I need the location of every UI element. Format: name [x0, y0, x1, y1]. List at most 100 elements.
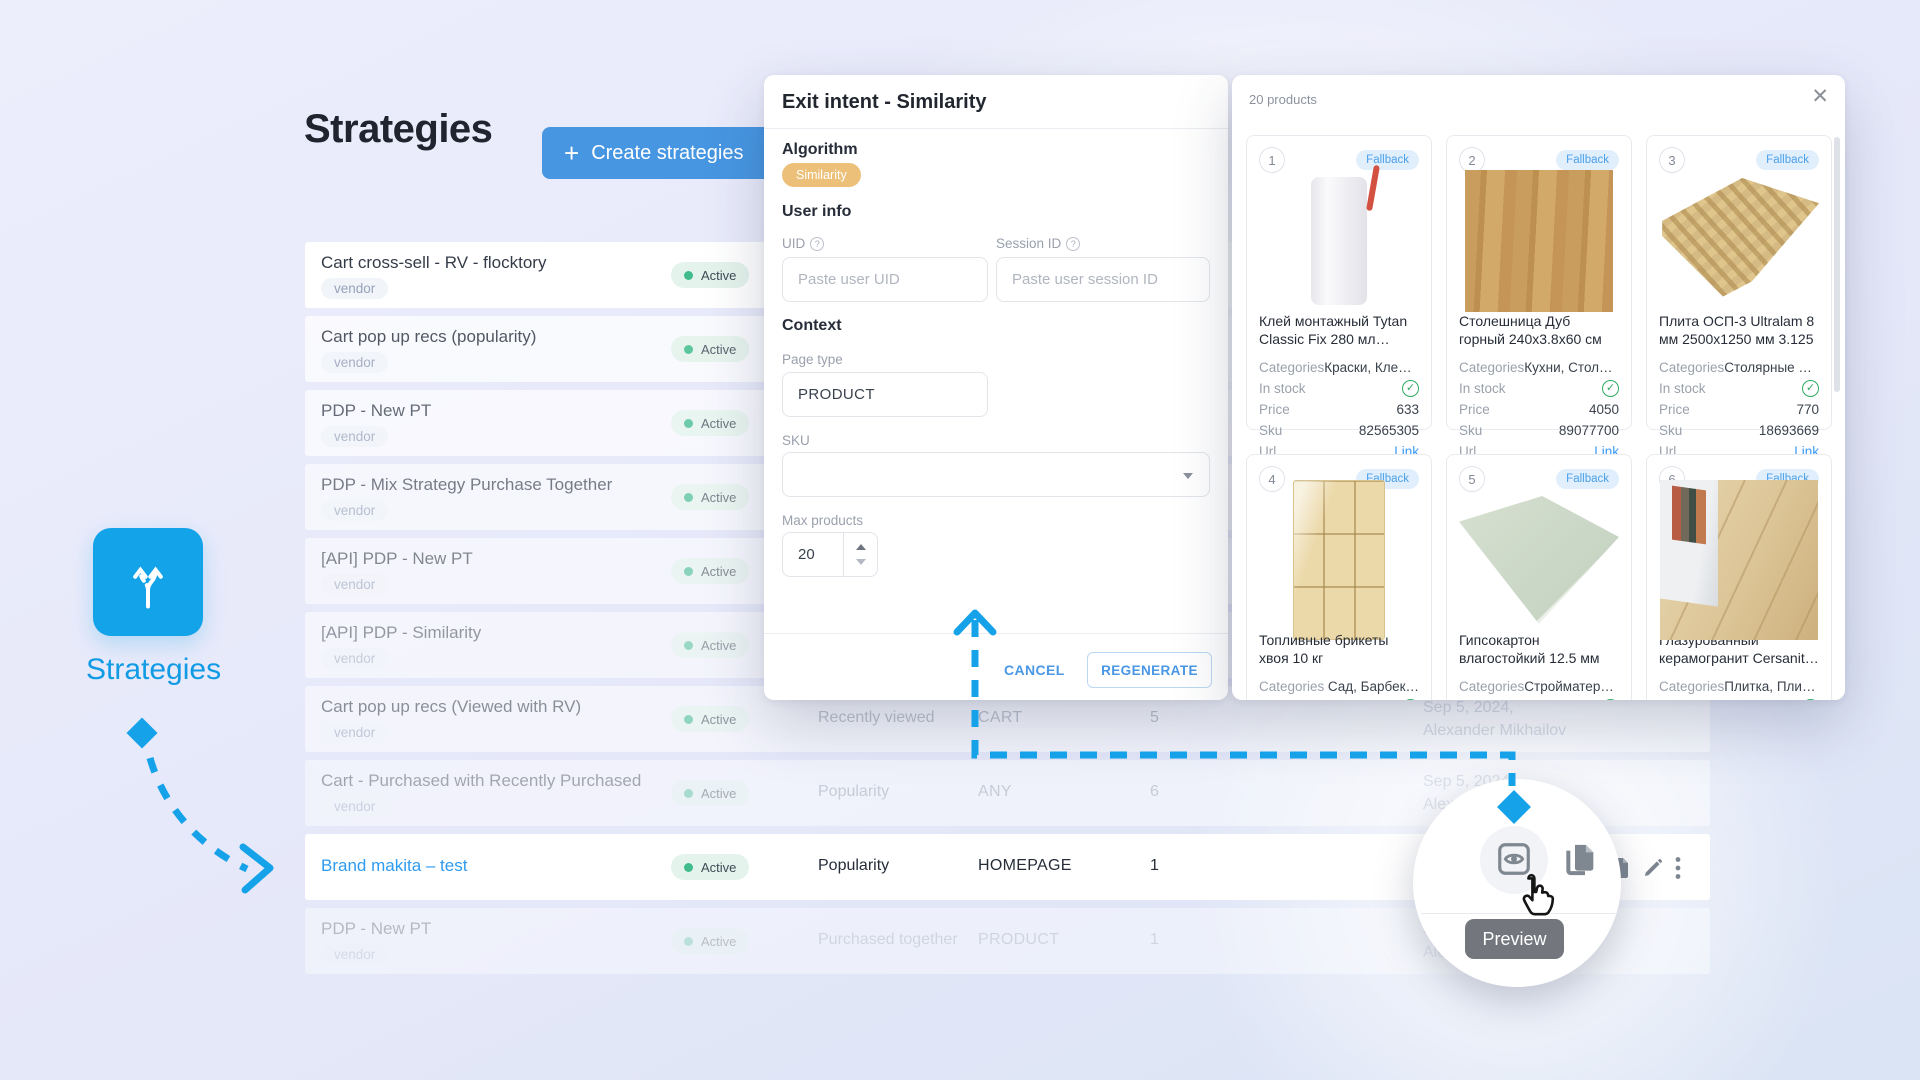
product-rank-badge: 1 [1259, 147, 1285, 173]
sku-label: SKU [782, 433, 810, 448]
product-rank-badge: 5 [1459, 466, 1485, 492]
status-dot-icon [684, 344, 693, 354]
vendor-tag: vendor [321, 722, 389, 743]
status-badge: Active [671, 262, 750, 288]
preview-icon[interactable] [1495, 840, 1533, 878]
vendor-tag: vendor [321, 574, 389, 595]
status-label: Active [701, 267, 737, 283]
page-type-input[interactable] [782, 372, 988, 417]
page-type-cell: HOMEPAGE [978, 857, 1072, 874]
algorithm-cell: Recently viewed [818, 709, 935, 726]
product-image [1311, 177, 1367, 305]
page-type-cell: PRODUCT [978, 931, 1060, 948]
row-actions [1611, 856, 1681, 880]
products-count-header: 20 products [1249, 92, 1317, 107]
stepper-down-icon[interactable] [856, 559, 866, 565]
plus-icon: + [564, 138, 580, 168]
status-label: Active [701, 859, 737, 875]
in-stock-check-icon: ✓ [1402, 380, 1419, 397]
product-image [1660, 480, 1818, 640]
status-dot-icon [684, 788, 693, 798]
fallback-badge: Fallback [1556, 469, 1619, 489]
status-dot-icon [684, 862, 693, 872]
in-stock-check-icon: ✓ [1602, 699, 1619, 700]
categories-value: Столярные и… [1724, 360, 1819, 375]
help-icon[interactable]: ? [810, 236, 825, 251]
product-image [1459, 496, 1619, 624]
product-rank-badge: 3 [1659, 147, 1685, 173]
product-title: Гипсокартон влагостойкий 12.5 мм Knauf 2… [1459, 632, 1600, 669]
uid-input[interactable] [782, 257, 988, 302]
scrollbar[interactable] [1834, 137, 1840, 392]
copy-icon[interactable] [1560, 839, 1600, 879]
products-count-cell: 1 [1150, 931, 1159, 948]
regenerate-button[interactable]: REGENERATE [1087, 652, 1212, 688]
product-image [1465, 170, 1613, 312]
price-value: 4050 [1588, 402, 1619, 417]
in-stock-check-icon: ✓ [1802, 380, 1819, 397]
exit-intent-modal: Exit intent - Similarity Algorithm Simil… [764, 75, 1228, 700]
strategy-name[interactable]: [API] PDP - Similarity [321, 623, 482, 642]
strategy-name[interactable]: Brand makita – test [321, 856, 468, 875]
strategy-name[interactable]: PDP - New PT [321, 919, 432, 938]
fallback-badge: Fallback [1556, 150, 1619, 170]
number-stepper[interactable] [843, 532, 878, 577]
categories-value: Стройматери… [1524, 679, 1619, 694]
updated-cell: Sep 5, 2024, Alexander Mikhailov [1423, 699, 1567, 740]
strategy-name[interactable]: PDP - New PT [321, 401, 432, 420]
product-card: 2 Fallback Столешница Дуб горный 240x3.8… [1446, 135, 1632, 459]
status-label: Active [701, 637, 737, 653]
strategies-feature-icon [93, 528, 203, 636]
status-label: Active [701, 933, 737, 949]
product-card: 1 Fallback Клей монтажный Tytan Classic … [1246, 135, 1432, 459]
modal-title: Exit intent - Similarity [782, 91, 987, 113]
strategy-name[interactable]: Cart - Purchased with Recently Purchased [321, 771, 642, 790]
fallback-badge: Fallback [1756, 150, 1819, 170]
session-id-input[interactable] [996, 257, 1210, 302]
status-dot-icon [684, 270, 693, 280]
help-icon[interactable]: ? [1066, 236, 1081, 251]
create-strategies-button[interactable]: + Create strategies [542, 127, 790, 179]
diamond-marker [126, 717, 158, 749]
vendor-tag: vendor [321, 278, 389, 299]
strategy-name[interactable]: [API] PDP - New PT [321, 549, 473, 568]
max-products-input[interactable] [782, 532, 878, 577]
status-dot-icon [684, 714, 693, 724]
status-dot-icon [684, 566, 693, 576]
status-dot-icon [684, 640, 693, 650]
similarity-badge: Similarity [782, 163, 861, 187]
algorithm-cell: Purchased together [818, 931, 958, 948]
sku-select[interactable] [782, 452, 1210, 497]
strategy-name[interactable]: Cart pop up recs (popularity) [321, 327, 537, 346]
algorithm-heading: Algorithm [782, 141, 858, 158]
product-card: 6 Fallback Глазурованный керамогранит Ce… [1646, 454, 1832, 700]
strategy-name[interactable]: Cart cross-sell - RV - flocktory [321, 253, 547, 272]
status-badge: Active [671, 558, 750, 584]
stepper-up-icon[interactable] [856, 544, 866, 550]
more-icon[interactable] [1675, 856, 1681, 880]
categories-value: Краски, Клеи… [1324, 360, 1419, 375]
strategy-name[interactable]: Cart pop up recs (Viewed with RV) [321, 697, 582, 716]
status-dot-icon [684, 936, 693, 946]
product-title: Столешница Дуб горный 240x3.8x60 см ЛДСП… [1459, 313, 1602, 350]
products-count-cell: 1 [1150, 857, 1159, 874]
status-badge: Active [671, 484, 750, 510]
cancel-button[interactable]: CANCEL [988, 652, 1081, 688]
strategy-name[interactable]: PDP - Mix Strategy Purchase Together [321, 475, 613, 494]
status-label: Active [701, 563, 737, 579]
status-label: Active [701, 785, 737, 801]
page-type-cell: ANY [978, 783, 1012, 800]
vendor-tag: vendor [321, 352, 389, 373]
vendor-tag: vendor [321, 944, 389, 965]
categories-value: Сад, Барбек… [1327, 679, 1419, 694]
edit-icon[interactable] [1642, 858, 1663, 879]
product-title: Топливные брикеты хвоя 10 кг [1259, 632, 1389, 667]
status-label: Active [701, 415, 737, 431]
divider [764, 128, 1228, 129]
close-icon[interactable]: ✕ [1811, 85, 1829, 108]
status-dot-icon [684, 492, 693, 502]
product-image [1293, 480, 1385, 640]
status-badge: Active [671, 410, 750, 436]
status-label: Active [701, 489, 737, 505]
in-stock-check-icon: ✓ [1802, 699, 1819, 700]
